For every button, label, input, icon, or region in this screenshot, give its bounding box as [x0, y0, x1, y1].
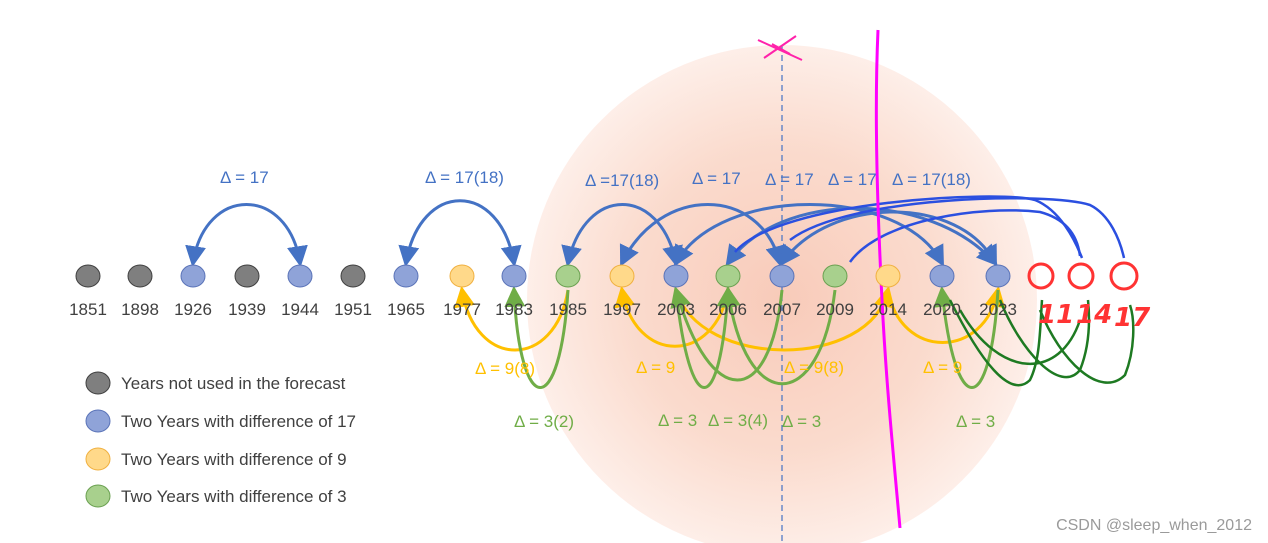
year-node-2007	[769, 264, 795, 288]
blue-arcs	[185, 199, 998, 268]
legend-text-gray: Years not used in the forecast	[121, 374, 346, 393]
green-label-0: Δ = 3(2)	[514, 412, 574, 431]
year-node-1944	[287, 264, 313, 288]
year-label-1944: 1944	[281, 300, 319, 319]
year-label-1898: 1898	[121, 300, 159, 319]
blue-labels: Δ = 17 Δ = 17(18) Δ =17(18) Δ = 17 Δ = 17 Δ =…	[220, 168, 971, 190]
legend-marker-gold	[85, 447, 111, 471]
year-label-1977: 1977	[443, 300, 481, 319]
handwritten-number-0: 11	[1038, 300, 1074, 330]
year-label-1985: 1985	[549, 300, 587, 319]
handwritten-number-1: 14	[1076, 300, 1112, 330]
year-label-2006: 2006	[709, 300, 747, 319]
year-node-1898	[127, 264, 153, 288]
green-label-3: Δ = 3	[782, 412, 821, 431]
gold-labels: Δ = 9(8) Δ = 9 Δ = 9(8) Δ = 9	[475, 358, 962, 378]
year-node-2023	[985, 264, 1011, 288]
year-label-2007: 2007	[763, 300, 801, 319]
magenta-line	[874, 29, 902, 529]
gold-label-3: Δ = 9	[923, 358, 962, 377]
blue-label-1: Δ = 17(18)	[425, 168, 504, 187]
gold-label-2: Δ = 9(8)	[784, 358, 844, 377]
year-node-1985	[555, 264, 581, 288]
year-label-2023: 2023	[979, 300, 1017, 319]
year-node-2014	[875, 264, 901, 288]
year-node-2009	[822, 264, 848, 288]
blue-label-2: Δ =17(18)	[585, 171, 659, 190]
year-label-1951: 1951	[334, 300, 372, 319]
watermark: CSDN @sleep_when_2012	[1056, 517, 1252, 534]
year-node-2020	[929, 264, 955, 288]
year-node-1939	[234, 264, 260, 288]
green-label-2: Δ = 3(4)	[708, 411, 768, 430]
year-node-1997	[609, 264, 635, 288]
year-label-1851: 1851	[69, 300, 107, 319]
legend-text-blue: Two Years with difference of 17	[121, 412, 356, 431]
year-node-1851	[75, 264, 101, 288]
year-node-1951	[340, 264, 366, 288]
green-label-4: Δ = 3	[956, 412, 995, 431]
year-node-1965	[393, 264, 419, 288]
year-node-1977	[449, 264, 475, 288]
legend-marker-gray	[85, 371, 111, 395]
legend-marker-blue	[85, 409, 111, 433]
green-arcs	[504, 285, 1000, 389]
year-label-1965: 1965	[387, 300, 425, 319]
legend: Years not used in the forecast Two Years …	[85, 371, 356, 508]
handwritten-number-2: 17	[1114, 303, 1151, 333]
red-circles	[1027, 261, 1139, 291]
year-label-2020: 2020	[923, 300, 961, 319]
year-node-1926	[180, 264, 206, 288]
hand-green-lines	[948, 299, 1135, 387]
year-label-1926: 1926	[174, 300, 212, 319]
legend-marker-green	[85, 484, 111, 508]
blue-label-6: Δ = 17(18)	[892, 170, 971, 189]
blue-label-4: Δ = 17	[765, 170, 814, 189]
year-node-2003	[663, 264, 689, 288]
year-label-2009: 2009	[816, 300, 854, 319]
green-label-1: Δ = 3	[658, 411, 697, 430]
year-label-2014: 2014	[869, 300, 907, 319]
gold-arcs	[454, 285, 1006, 352]
handwritten-numbers: 11 14 17	[1038, 300, 1151, 333]
blue-label-3: Δ = 17	[692, 169, 741, 188]
x-mark	[757, 35, 803, 61]
gold-label-1: Δ = 9	[636, 358, 675, 377]
green-labels: Δ = 3(2) Δ = 3 Δ = 3(4) Δ = 3 Δ = 3	[514, 411, 995, 431]
year-nodes: 1851 1898 1926 1939 1944 1951 1965 1977 1983 1985…	[69, 264, 1017, 319]
year-node-1983	[501, 264, 527, 288]
year-node-2006	[715, 264, 741, 288]
year-label-1983: 1983	[495, 300, 533, 319]
year-label-2003: 2003	[657, 300, 695, 319]
blue-label-0: Δ = 17	[220, 168, 269, 187]
legend-text-green: Two Years with difference of 3	[121, 487, 347, 506]
blue-label-5: Δ = 17	[828, 170, 877, 189]
gold-label-0: Δ = 9(8)	[475, 359, 535, 378]
year-label-1997: 1997	[603, 300, 641, 319]
legend-text-gold: Two Years with difference of 9	[121, 450, 347, 469]
hand-blue-lines	[734, 195, 1126, 263]
year-label-1939: 1939	[228, 300, 266, 319]
